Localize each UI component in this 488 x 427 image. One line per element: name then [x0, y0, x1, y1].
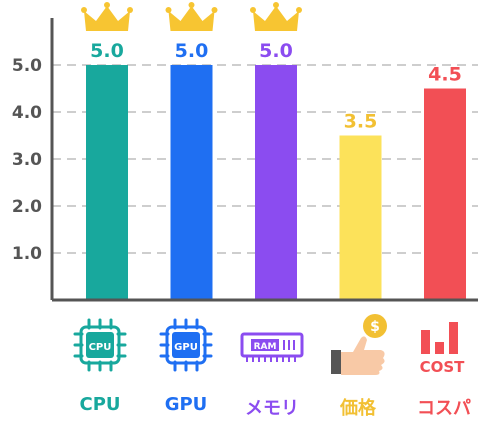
- bar: [86, 65, 128, 299]
- svg-text:$: $: [370, 319, 380, 335]
- ram-module-icon: RAM: [240, 332, 304, 362]
- data-label: 5.0: [259, 40, 293, 62]
- cpu-chip-icon: CPU: [73, 318, 127, 372]
- bar-chart: 1.0 2.0 3.0 4.0 5.0 5.0 5.0 5.0 3.5 4.5: [12, 2, 478, 302]
- category-label-cpu: CPU: [79, 394, 121, 415]
- category-label-gpu: GPU: [164, 394, 208, 415]
- crown-jewel: [81, 7, 87, 13]
- crown-jewel: [165, 7, 172, 13]
- gpu-chip-icon: GPU: [159, 318, 213, 372]
- crown-jewel: [188, 2, 195, 8]
- crown-icon: [253, 6, 299, 31]
- crown-icon: [168, 6, 215, 31]
- svg-text:GPU: GPU: [174, 342, 198, 353]
- category-label-memory: メモリ: [245, 398, 299, 419]
- crown-jewel: [127, 7, 133, 13]
- bar: [255, 65, 297, 299]
- crown-jewel: [250, 7, 256, 13]
- y-tick-label: 5.0: [12, 56, 42, 76]
- y-tick-label: 4.0: [12, 103, 42, 123]
- y-tick-label: 2.0: [12, 197, 42, 217]
- category-label-price: 価格: [340, 398, 376, 419]
- crown-jewel: [273, 2, 279, 8]
- crown-icon: [84, 6, 130, 31]
- crown-jewel: [296, 7, 302, 13]
- bar: [339, 135, 382, 299]
- svg-text:RAM: RAM: [254, 342, 277, 352]
- data-label: 4.5: [428, 64, 462, 86]
- data-label: 5.0: [175, 40, 209, 62]
- bar: [170, 65, 213, 299]
- svg-text:COST: COST: [420, 358, 466, 376]
- cost-bar-chart-icon: COST: [420, 322, 466, 376]
- bar: [424, 88, 466, 299]
- crown-jewel: [104, 2, 110, 8]
- data-label: 5.0: [90, 40, 124, 62]
- category-label-cospa: コスパ: [417, 398, 471, 419]
- data-label: 3.5: [344, 111, 378, 133]
- y-tick-label: 1.0: [12, 244, 42, 264]
- crown-jewel: [211, 7, 218, 13]
- y-tick-label: 3.0: [12, 150, 42, 170]
- svg-text:CPU: CPU: [89, 342, 112, 353]
- price-hand-coin-icon: $: [331, 314, 387, 375]
